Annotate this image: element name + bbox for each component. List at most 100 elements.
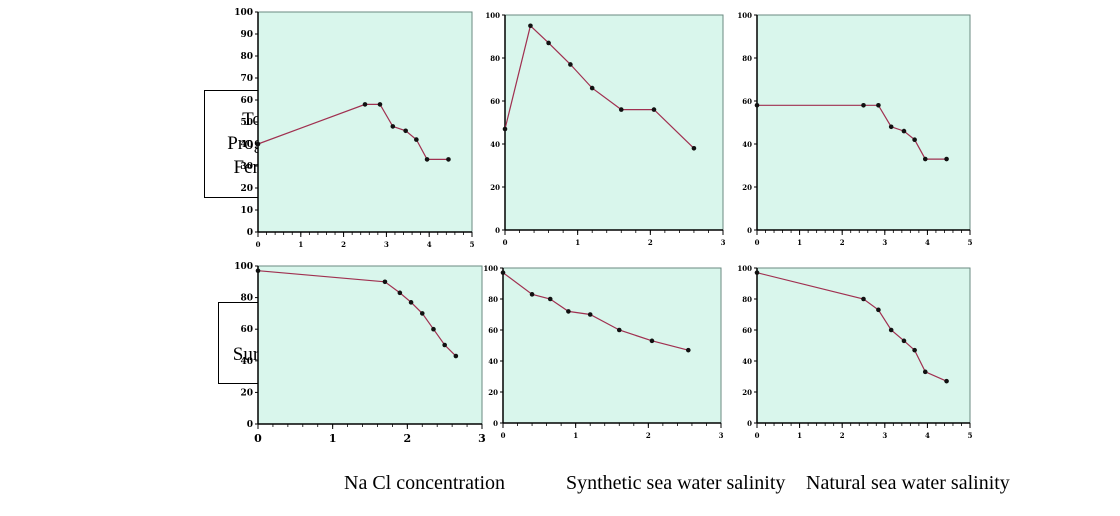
data-point bbox=[944, 378, 949, 384]
data-point bbox=[861, 103, 866, 108]
plot-area bbox=[502, 267, 722, 424]
y-tick-label: 0 bbox=[493, 419, 498, 428]
plot-area bbox=[504, 14, 724, 231]
x-tick-label: 4 bbox=[925, 431, 930, 440]
data-point bbox=[876, 307, 881, 313]
y-tick-label: 0 bbox=[747, 419, 752, 428]
data-point bbox=[397, 290, 403, 296]
y-tick-label: 60 bbox=[488, 326, 498, 335]
y-tick-label: 20 bbox=[240, 184, 253, 194]
y-tick-label: 60 bbox=[490, 97, 500, 106]
data-point bbox=[618, 107, 624, 112]
y-tick-label: 70 bbox=[240, 74, 253, 84]
series-line bbox=[502, 272, 689, 351]
series-line bbox=[757, 104, 947, 160]
y-tick-label: 80 bbox=[490, 54, 500, 63]
plot-area bbox=[257, 11, 473, 233]
y-tick-label: 30 bbox=[240, 162, 253, 172]
x-tick-label: 2 bbox=[648, 238, 653, 247]
x-tick-label: 1 bbox=[797, 238, 802, 247]
y-tick-label: 100 bbox=[483, 264, 498, 273]
x-tick-label: 5 bbox=[968, 431, 973, 440]
y-tick-label: 100 bbox=[737, 264, 752, 273]
series-line bbox=[504, 24, 695, 149]
x-tick-label: 0 bbox=[755, 238, 760, 247]
x-tick-label: 3 bbox=[721, 238, 726, 247]
y-tick-label: 20 bbox=[490, 183, 500, 192]
y-tick-label: 80 bbox=[742, 295, 752, 304]
data-point bbox=[547, 296, 553, 302]
x-tick-label: 0 bbox=[755, 431, 760, 440]
data-point bbox=[431, 326, 436, 332]
x-tick-label: 3 bbox=[719, 431, 724, 440]
x-tick-label: 5 bbox=[470, 240, 475, 249]
x-tick-label: 1 bbox=[298, 240, 303, 249]
series-line bbox=[756, 272, 947, 382]
data-point bbox=[403, 128, 408, 134]
data-point bbox=[686, 347, 691, 353]
y-tick-label: 80 bbox=[240, 294, 253, 304]
x-tick-label: 2 bbox=[404, 432, 412, 445]
x-tick-label: 5 bbox=[968, 238, 973, 247]
x-tick-label: 1 bbox=[797, 431, 802, 440]
y-tick-label: 100 bbox=[234, 262, 253, 272]
x-tick-label: 3 bbox=[882, 238, 887, 247]
y-tick-label: 60 bbox=[240, 96, 253, 106]
y-tick-label: 40 bbox=[490, 140, 500, 149]
y-tick-label: 0 bbox=[495, 226, 500, 235]
data-point bbox=[255, 141, 261, 147]
chart-panel-0-1: 0 20 40 60 80 100 0 1 2 3 bbox=[485, 11, 726, 247]
data-point bbox=[414, 137, 419, 142]
data-point bbox=[922, 156, 928, 162]
data-point bbox=[377, 102, 383, 107]
data-point bbox=[876, 103, 881, 108]
y-tick-label: 0 bbox=[247, 420, 253, 430]
data-point bbox=[754, 270, 760, 275]
data-point bbox=[390, 124, 396, 129]
data-point bbox=[546, 40, 551, 46]
data-point bbox=[424, 157, 430, 162]
y-tick-label: 100 bbox=[737, 11, 752, 20]
y-tick-label: 80 bbox=[742, 54, 752, 63]
data-point bbox=[446, 157, 451, 162]
data-point bbox=[382, 279, 388, 285]
data-point bbox=[861, 296, 866, 302]
series-line bbox=[257, 103, 449, 160]
data-point bbox=[255, 268, 261, 274]
y-tick-label: 0 bbox=[247, 228, 253, 238]
x-tick-label: 1 bbox=[575, 238, 580, 247]
y-tick-label: 20 bbox=[488, 388, 498, 397]
data-point bbox=[529, 292, 535, 297]
y-tick-label: 100 bbox=[234, 8, 253, 18]
data-point bbox=[419, 311, 425, 316]
x-tick-label: 3 bbox=[384, 240, 389, 249]
series-line bbox=[257, 270, 457, 357]
chart-panel-1-2: 0 20 40 60 80 100 0 1 2 3 4 5 bbox=[737, 264, 973, 440]
data-point bbox=[568, 62, 573, 67]
data-point bbox=[912, 137, 917, 142]
y-tick-label: 20 bbox=[742, 388, 752, 397]
y-tick-label: 40 bbox=[240, 357, 253, 367]
x-tick-label: 3 bbox=[478, 432, 486, 445]
data-point bbox=[587, 312, 593, 317]
x-tick-label: 2 bbox=[840, 238, 845, 247]
data-point bbox=[566, 309, 571, 314]
chart-panel-0-0: 0 10 20 30 40 50 60 70 80 90 100 0 1 2 3 4 5 bbox=[234, 8, 475, 249]
column-label-nacl: Na Cl concentration bbox=[344, 472, 506, 494]
plot-area bbox=[756, 267, 971, 424]
data-point bbox=[649, 338, 655, 344]
data-point bbox=[442, 342, 447, 348]
y-tick-label: 80 bbox=[240, 52, 253, 62]
y-tick-label: 40 bbox=[240, 140, 253, 150]
column-label-synthetic: Synthetic sea water salinity bbox=[566, 472, 786, 494]
data-point bbox=[651, 107, 657, 112]
data-point bbox=[944, 156, 949, 162]
data-point bbox=[912, 347, 917, 353]
data-point bbox=[616, 327, 622, 333]
x-tick-label: 1 bbox=[573, 431, 578, 440]
data-point bbox=[901, 338, 907, 344]
data-point bbox=[408, 300, 414, 305]
x-tick-label: 1 bbox=[329, 432, 337, 445]
x-tick-label: 4 bbox=[427, 240, 432, 249]
data-point bbox=[453, 353, 459, 359]
